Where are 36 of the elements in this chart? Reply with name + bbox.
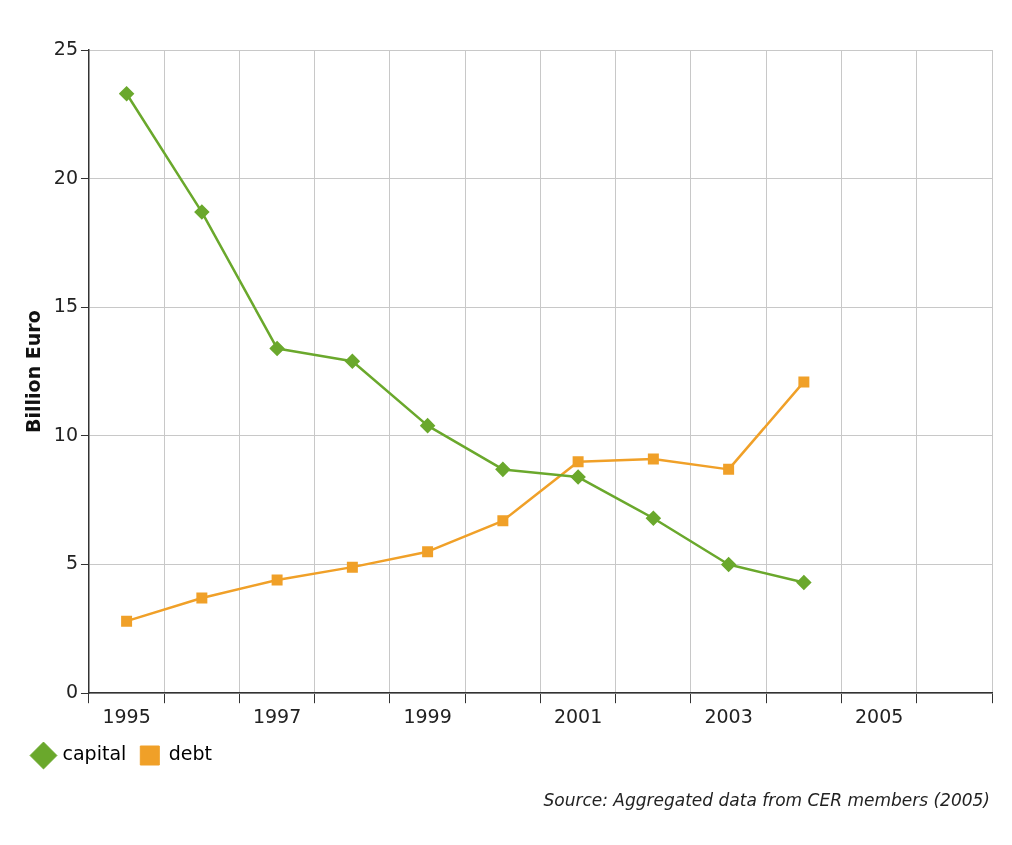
point xyxy=(422,546,434,558)
x-tick-label: 1995 xyxy=(102,704,151,727)
x-tick-label: 2001 xyxy=(553,704,603,727)
point xyxy=(572,456,584,468)
point xyxy=(646,511,661,526)
legend-label: debt xyxy=(168,742,213,765)
point xyxy=(723,463,735,475)
point xyxy=(119,86,134,101)
point xyxy=(345,354,360,369)
source-note: Source: Aggregated data from CER members (2005) xyxy=(543,790,990,810)
point xyxy=(798,376,810,388)
point xyxy=(196,592,208,604)
point xyxy=(796,575,812,590)
y-tick-label: 20 xyxy=(53,165,78,188)
x-tick-label: 1999 xyxy=(403,704,452,727)
point xyxy=(121,615,133,627)
x-tick-label: 2003 xyxy=(704,704,753,727)
point xyxy=(269,341,285,356)
point xyxy=(497,515,509,527)
y-tick-label: 10 xyxy=(53,422,78,445)
point xyxy=(495,462,511,477)
y-tick-label: 0 xyxy=(65,680,78,703)
x-tick-label: 1997 xyxy=(252,704,302,727)
point xyxy=(194,204,210,220)
y-tick-label: 15 xyxy=(53,294,78,317)
y-tick-label: 25 xyxy=(53,36,78,59)
point xyxy=(647,453,659,465)
y-tick-label: 5 xyxy=(65,551,78,574)
legend-label: capital xyxy=(62,742,127,765)
point xyxy=(346,561,358,573)
point xyxy=(420,418,435,433)
x-tick-label: 2005 xyxy=(854,704,904,727)
y-axis-title: Billion Euro xyxy=(22,310,45,433)
point xyxy=(570,469,586,485)
point xyxy=(721,557,736,572)
point xyxy=(271,574,283,586)
